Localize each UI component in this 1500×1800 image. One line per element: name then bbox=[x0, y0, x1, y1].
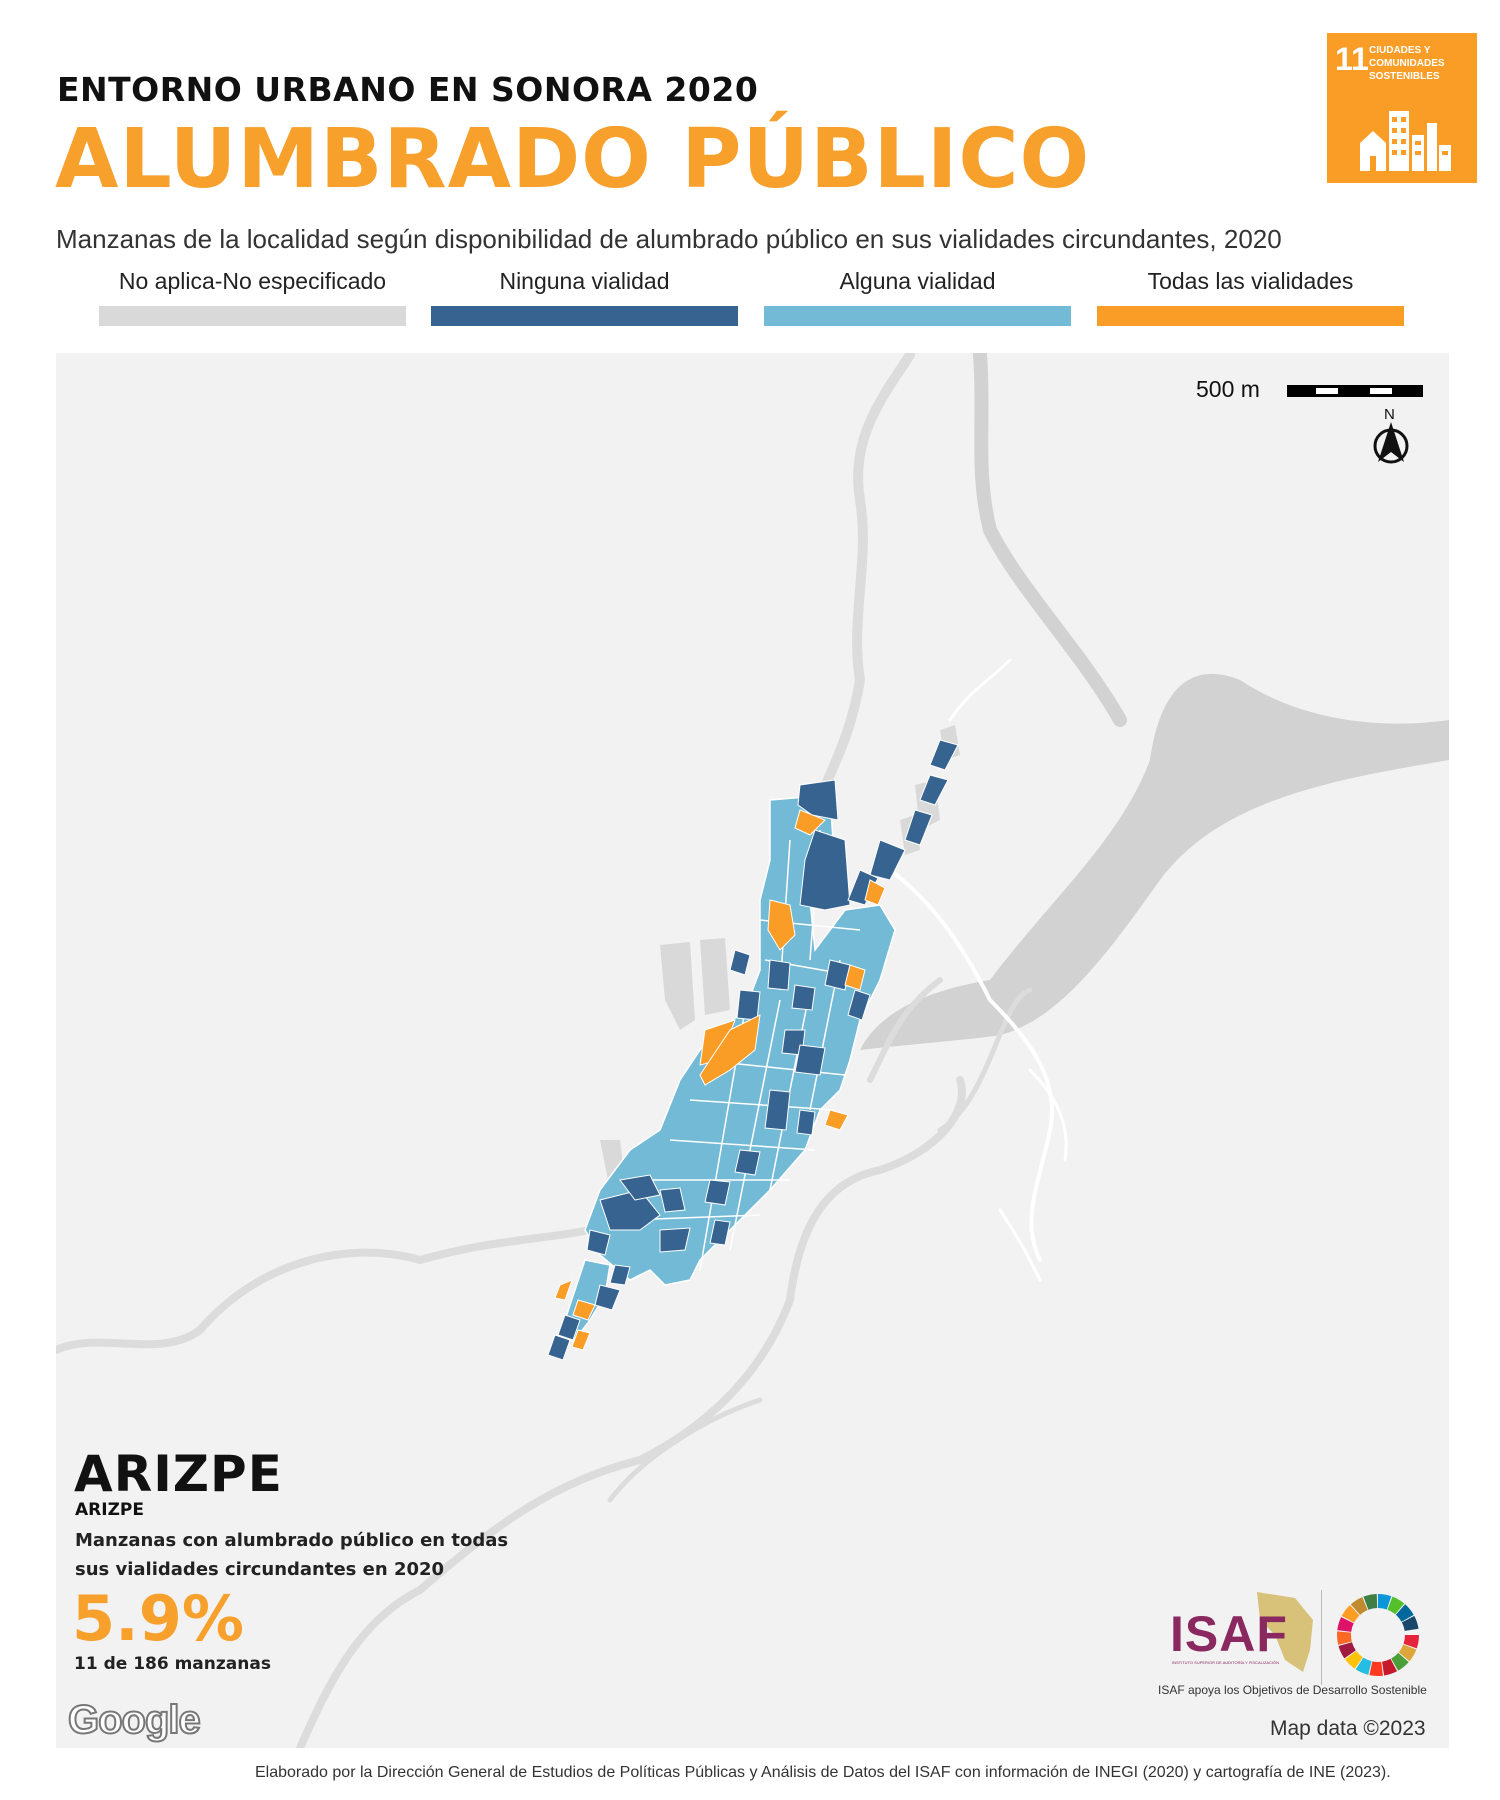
map-subtitle: Manzanas de la localidad según disponibi… bbox=[56, 224, 1282, 254]
legend-label: Todas las vialidades bbox=[1147, 268, 1354, 294]
north-arrow-icon bbox=[1373, 422, 1409, 464]
city-buildings-icon bbox=[1360, 111, 1451, 171]
legend-swatch bbox=[1097, 306, 1404, 326]
isaf-logo-subtext: INSTITUTO SUPERIOR DE AUDITORÍA Y FISCAL… bbox=[1172, 1660, 1280, 1665]
stat-count: 11 de 186 manzanas bbox=[74, 1654, 271, 1674]
scale-bar bbox=[1287, 385, 1423, 397]
sdg-text: CIUDADES Y COMUNIDADES SOSTENIBLES bbox=[1369, 45, 1445, 82]
locality-name: ARIZPE bbox=[75, 1500, 144, 1520]
legend-item-no-aplica: No aplica-No especificado bbox=[99, 268, 406, 326]
isaf-caption: ISAF apoya los Objetivos de Desarrollo S… bbox=[1158, 1683, 1427, 1697]
footer-credits: Elaborado por la Dirección General de Es… bbox=[255, 1764, 1391, 1781]
map-attribution: Map data ©2023 bbox=[1270, 1717, 1426, 1740]
legend-label: Ninguna vialidad bbox=[499, 268, 670, 294]
reservoir-area bbox=[860, 673, 1449, 1050]
legend-swatch bbox=[431, 306, 738, 326]
sdg-number: 11 bbox=[1335, 41, 1369, 77]
legend-item-todas: Todas las vialidades bbox=[1097, 268, 1404, 326]
road-network bbox=[56, 353, 1033, 1748]
river bbox=[973, 353, 1127, 727]
local-streets bbox=[888, 658, 1068, 1282]
scale-label: 500 m bbox=[1196, 376, 1260, 402]
municipality-name: ARIZPE bbox=[74, 1445, 283, 1503]
stat-percent: 5.9% bbox=[72, 1582, 244, 1655]
map-graphic bbox=[56, 353, 1449, 1748]
blocks-no-aplica bbox=[600, 725, 960, 1190]
legend-swatch bbox=[764, 306, 1071, 326]
blocks-ninguna-vialidad bbox=[547, 739, 959, 1361]
blocks-todas-vialidades bbox=[554, 809, 886, 1351]
sdg-wheel-icon bbox=[1337, 1594, 1419, 1676]
stat-description: Manzanas con alumbrado público en todas … bbox=[75, 1530, 509, 1580]
header-kicker: ENTORNO URBANO EN SONORA 2020 bbox=[57, 70, 759, 109]
sdg-11-badge: 11 CIUDADES Y COMUNIDADES SOSTENIBLES bbox=[1327, 33, 1477, 183]
google-logo: Google bbox=[67, 1697, 202, 1743]
legend-item-ninguna: Ninguna vialidad bbox=[431, 268, 738, 326]
page-title: ALUMBRADO PÚBLICO bbox=[55, 112, 1091, 207]
legend-item-alguna: Alguna vialidad bbox=[764, 268, 1071, 326]
legend-label: Alguna vialidad bbox=[839, 268, 996, 294]
legend-swatch bbox=[99, 306, 406, 326]
legend-label: No aplica-No especificado bbox=[118, 268, 387, 294]
sonora-map-icon bbox=[1257, 1592, 1313, 1672]
logo-divider bbox=[1321, 1590, 1322, 1685]
map-canvas[interactable] bbox=[56, 353, 1449, 1748]
isaf-logo: ISAF bbox=[1170, 1606, 1288, 1662]
north-label: N bbox=[1384, 406, 1395, 423]
